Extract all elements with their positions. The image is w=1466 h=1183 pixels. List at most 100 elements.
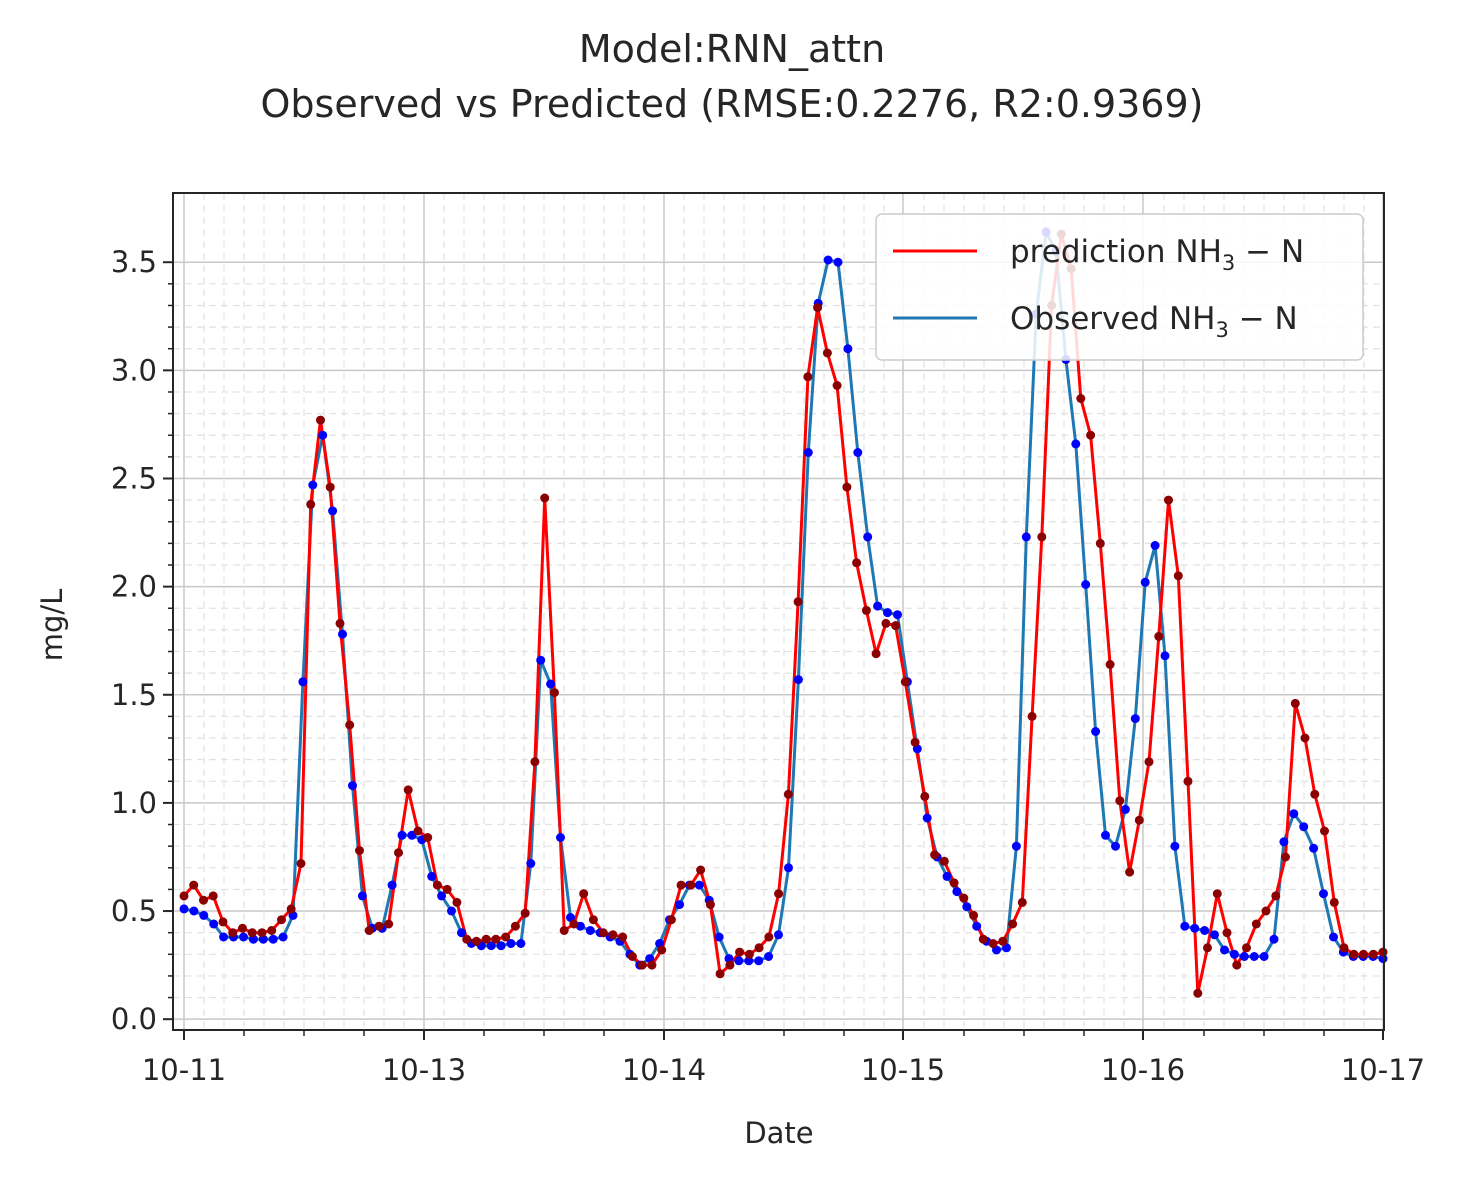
observed-point xyxy=(793,675,803,685)
prediction-point xyxy=(852,558,862,568)
prediction-point xyxy=(1027,711,1037,721)
prediction-point xyxy=(1290,698,1300,708)
prediction-point xyxy=(316,415,325,425)
prediction-point xyxy=(442,884,452,894)
y-tick-label: 0.0 xyxy=(111,1002,157,1036)
prediction-point xyxy=(1037,532,1047,542)
plot-area-frame xyxy=(172,192,1385,1031)
observed-point xyxy=(526,859,536,868)
observed-point xyxy=(694,880,704,890)
observed-point xyxy=(803,448,813,457)
major-grid xyxy=(173,193,1384,1030)
prediction-point xyxy=(744,949,754,959)
observed-point xyxy=(427,871,437,881)
observed-point xyxy=(387,880,397,890)
prediction-point xyxy=(364,926,374,935)
y-tick-label: 1.5 xyxy=(111,678,157,712)
observed-point xyxy=(1111,841,1120,851)
observed-point xyxy=(1071,439,1081,449)
observed-line xyxy=(183,230,1384,967)
prediction-point xyxy=(179,891,189,901)
observed-point xyxy=(1220,945,1229,955)
prediction-point xyxy=(676,880,686,890)
observed-point xyxy=(893,610,902,620)
y-tick-label: 1.0 xyxy=(111,786,157,820)
prediction-point xyxy=(384,919,394,929)
prediction-point xyxy=(286,904,296,914)
observed-point xyxy=(1200,926,1210,935)
prediction-point xyxy=(949,878,959,888)
prediction-point xyxy=(920,791,930,801)
x-tick-label: 10-11 xyxy=(142,1053,226,1087)
prediction-point xyxy=(228,928,238,938)
observed-point xyxy=(318,430,328,440)
prediction-point xyxy=(686,880,696,890)
observed-point xyxy=(1021,532,1031,542)
prediction-point xyxy=(247,928,257,938)
observed-point xyxy=(239,932,248,942)
observed-point xyxy=(744,956,754,966)
prediction-point xyxy=(1271,891,1281,901)
prediction-point xyxy=(267,926,277,935)
prediction-point xyxy=(335,618,345,628)
observed-point xyxy=(278,932,288,942)
prediction-point xyxy=(696,865,706,875)
prediction-point xyxy=(520,908,530,918)
observed-point xyxy=(328,506,338,516)
prediction-point xyxy=(579,889,589,899)
prediction-point xyxy=(1261,906,1271,916)
prediction-point xyxy=(715,969,725,979)
observed-point xyxy=(397,830,407,840)
chart-title: Model:RNN_attn xyxy=(579,27,885,71)
observed-point xyxy=(1101,830,1110,840)
prediction-point xyxy=(1339,943,1349,953)
observed-point xyxy=(496,941,506,951)
prediction-point xyxy=(910,737,920,747)
observed-point xyxy=(1160,651,1170,661)
observed-point xyxy=(1299,822,1309,832)
observed-point xyxy=(179,904,189,914)
observed-point xyxy=(447,906,456,916)
observed-point xyxy=(714,932,724,942)
prediction-point xyxy=(861,605,871,615)
prediction-point xyxy=(501,932,511,942)
observed-point xyxy=(189,906,199,916)
prediction-point xyxy=(510,921,520,931)
prediction-point xyxy=(1008,919,1018,929)
observed-point xyxy=(1091,727,1101,736)
observed-point xyxy=(486,941,496,951)
prediction-point xyxy=(374,921,384,931)
legend: prediction NH3 − N Observed NH3 − N xyxy=(875,213,1364,361)
prediction-point xyxy=(1164,495,1173,505)
prediction-point xyxy=(1086,430,1096,440)
legend-observed-tail: − N xyxy=(1229,301,1298,337)
observed-point xyxy=(942,871,952,881)
observed-point xyxy=(1259,952,1269,961)
observed-point xyxy=(1120,804,1130,814)
prediction-point xyxy=(423,833,433,842)
observed-point xyxy=(1130,714,1140,724)
prediction-point xyxy=(549,688,559,698)
prediction-point xyxy=(491,934,501,944)
observed-point xyxy=(853,448,863,457)
observed-point xyxy=(1269,934,1279,944)
prediction-point xyxy=(988,939,998,948)
observed-point xyxy=(1239,952,1249,961)
prediction-point xyxy=(1154,631,1164,641)
observed-point xyxy=(675,900,684,910)
prediction-point xyxy=(1310,789,1320,799)
prediction-point xyxy=(1134,815,1144,825)
observed-point xyxy=(1249,952,1259,961)
prediction-point xyxy=(1076,394,1086,403)
prediction-point xyxy=(637,960,647,970)
prediction-point xyxy=(403,785,413,795)
prediction-point xyxy=(1349,949,1359,959)
observed-point xyxy=(1140,577,1150,587)
observed-point xyxy=(457,928,466,938)
observed-point xyxy=(298,677,308,687)
prediction-point xyxy=(813,303,823,313)
observed-point xyxy=(536,655,546,665)
y-tick-label: 2.0 xyxy=(111,570,157,604)
observed-point xyxy=(437,891,447,901)
